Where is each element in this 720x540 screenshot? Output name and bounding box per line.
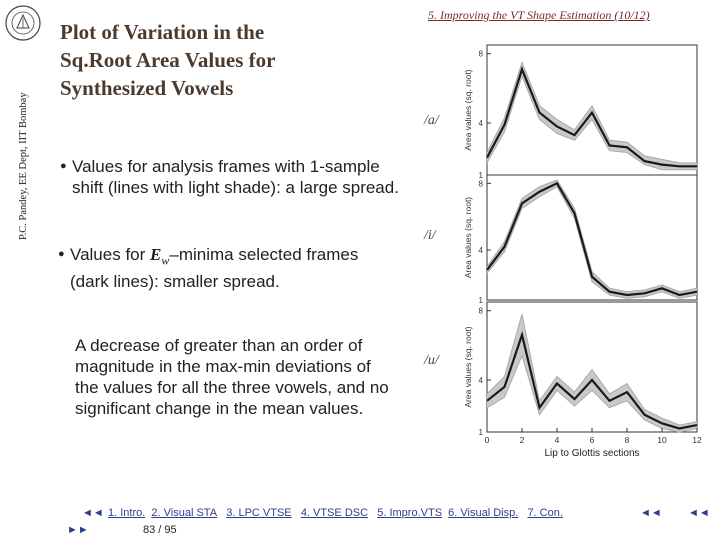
- x-tick-label: 8: [625, 435, 630, 445]
- nav-forward-2[interactable]: ◄◄: [640, 507, 662, 519]
- x-tick-label: 12: [692, 435, 702, 445]
- vowel-label-u: /u/: [424, 353, 439, 368]
- y-tick-label: 1: [479, 171, 484, 180]
- nav-lpc-vtse[interactable]: 3. LPC VTSE: [226, 507, 292, 519]
- plot-frame: [486, 301, 698, 433]
- y-axis-label: Area values (sq. root): [463, 69, 473, 150]
- x-axis-label: Lip to Glottis sections: [544, 448, 639, 459]
- y-tick-label: 1: [479, 428, 484, 437]
- light-series-line: [486, 186, 698, 299]
- y-tick-label: 8: [479, 50, 484, 59]
- nav-forward[interactable]: ►►: [67, 524, 89, 536]
- nav-visual-disp[interactable]: 6. Visual Disp.: [448, 507, 519, 519]
- bullet-analysis-frames: ● Values for analysis frames with 1-samp…: [60, 156, 400, 198]
- x-tick-label: 0: [485, 435, 490, 445]
- light-series-line: [486, 179, 698, 293]
- bullet-ew-minima: ● Values for Ew–minima selected frames (…: [58, 244, 378, 292]
- ew-subscript: w: [161, 253, 170, 268]
- light-series-line: [486, 60, 697, 164]
- x-tick-label: 2: [520, 435, 525, 445]
- bullet-dot-icon: ●: [58, 248, 65, 260]
- x-tick-label: 10: [657, 435, 667, 445]
- vowel-label-i: /i/: [424, 228, 436, 243]
- bullet-text-pre: Values for: [70, 245, 151, 264]
- nav-con[interactable]: 7. Con.: [527, 507, 563, 519]
- y-tick-label: 8: [479, 307, 484, 316]
- x-tick-label: 6: [590, 435, 595, 445]
- y-tick-label: 4: [479, 119, 484, 128]
- conclusion-body: A decrease of greater than an order of m…: [75, 336, 389, 418]
- y-tick-label: 8: [479, 179, 484, 188]
- bullet-text-post: –minima selected frames (dark lines): sm…: [70, 245, 359, 292]
- spread-band: [487, 62, 697, 170]
- y-axis-label: Area values (sq. root): [463, 197, 473, 278]
- bullet-dot-icon: ●: [60, 160, 67, 172]
- area-values-charts: 1 4 8 Area values (sq. root) 1 4 8 Area values …: [463, 44, 702, 459]
- title-line: Synthesized Vowels: [60, 76, 234, 100]
- y-tick-label: 4: [479, 376, 484, 385]
- y-axis-label: Area values (sq. root): [463, 326, 473, 407]
- bullet-text: Values for Ew–minima selected frames (da…: [58, 244, 378, 292]
- y-tick-label: 4: [479, 246, 484, 255]
- nav-back[interactable]: ◄◄: [82, 507, 104, 519]
- light-series-line: [486, 313, 698, 426]
- slide-title: Plot of Variation in the Sq.Root Area Va…: [60, 18, 360, 102]
- y-tick-label: 1: [479, 296, 484, 305]
- bullet-text: Values for analysis frames with 1-sample…: [72, 157, 399, 197]
- conclusion-text: A decrease of greater than an order of m…: [75, 335, 395, 419]
- nav-visual-sta[interactable]: 2. Visual STA: [151, 507, 218, 519]
- x-tick-label: 4: [555, 435, 560, 445]
- vowel-label-a: /a/: [424, 113, 439, 128]
- author-credit: P.C. Pandey, EE Dept, IIT Bombay: [18, 92, 29, 240]
- nav-impro-vts[interactable]: 5. Impro.VTS: [377, 507, 443, 519]
- light-series-line: [486, 74, 697, 171]
- title-line: Plot of Variation in the: [60, 20, 265, 44]
- section-link[interactable]: 5. Improving the VT Shape Estimation (10…: [428, 8, 650, 22]
- dark-series-line: [486, 330, 698, 430]
- nav-vtse-dsc[interactable]: 4. VTSE DSC: [300, 507, 369, 519]
- nav-intro[interactable]: 1. Intro.: [108, 507, 146, 519]
- nav-section-list: 1. Intro. 2. Visual STA 3. LPC VTSE 4. V…: [108, 507, 563, 519]
- nav-first[interactable]: ◄◄: [688, 507, 710, 519]
- spread-band: [487, 314, 697, 432]
- dark-series-line: [486, 66, 697, 168]
- page-number: 83 / 95: [143, 524, 177, 536]
- iit-bombay-logo: [5, 5, 41, 41]
- title-line: Sq.Root Area Values for: [60, 48, 276, 72]
- dark-series-line: [486, 181, 698, 297]
- ew-symbol: E: [150, 245, 162, 264]
